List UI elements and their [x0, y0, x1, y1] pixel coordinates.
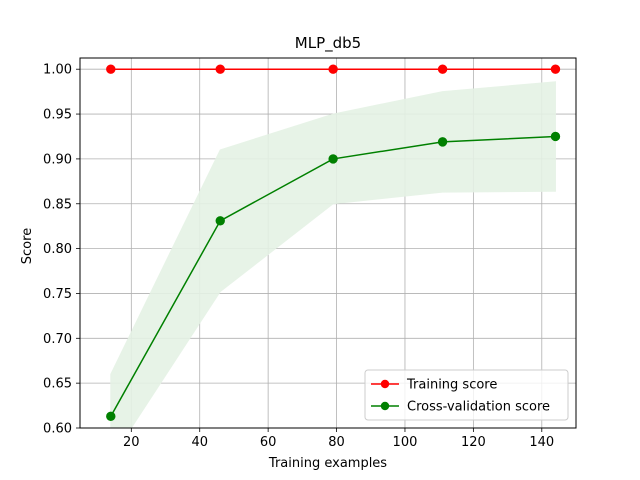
legend-marker-0	[380, 379, 390, 389]
series-1-point	[550, 131, 561, 142]
series-1-point	[328, 154, 338, 164]
series-0-point	[106, 64, 116, 74]
legend-box	[364, 369, 569, 421]
x-tick-label: 20	[123, 435, 140, 450]
series-0-point	[437, 64, 448, 74]
x-tick-label: 40	[191, 435, 208, 450]
x-tick-label: 100	[393, 435, 418, 450]
series-1-point	[437, 137, 448, 147]
y-tick-label: 0.80	[43, 242, 72, 257]
y-tick-label: 0.65	[43, 377, 72, 392]
y-tick-label: 0.70	[43, 332, 72, 347]
series-0-point	[328, 64, 338, 74]
y-tick-label: 0.85	[43, 197, 72, 212]
series-1-confidence-band	[110, 81, 556, 428]
x-tick-label: 60	[260, 435, 277, 450]
legend-marker-1	[380, 401, 390, 411]
plot-area: 20 40 60 80 100 120 140 0.60 0.65 0.70 0.75 0.80 0.8…	[43, 57, 577, 450]
y-tick-label: 0.75	[43, 287, 72, 302]
legend: Training score Cross-validation score	[364, 369, 569, 421]
legend-label-1: Cross-validation score	[407, 400, 550, 415]
series-1-point	[106, 411, 116, 422]
series-0-point	[550, 64, 561, 74]
y-tick-label: 0.95	[43, 108, 72, 123]
y-tick-label: 0.90	[43, 152, 72, 167]
series-1-point	[215, 216, 225, 226]
x-tick-label: 80	[328, 435, 345, 450]
legend-label-0: Training score	[406, 378, 497, 393]
y-tick-label: 1.00	[43, 63, 72, 78]
x-axis-label: Training examples	[268, 456, 387, 471]
axes-frame	[79, 57, 577, 429]
y-tick-label: 0.60	[43, 422, 72, 437]
x-tick-label: 140	[529, 435, 554, 450]
chart-title: MLP_db5	[295, 34, 361, 53]
x-tick-label: 120	[461, 435, 486, 450]
y-axis-label: Score	[20, 228, 35, 264]
series-0-point	[215, 64, 225, 74]
